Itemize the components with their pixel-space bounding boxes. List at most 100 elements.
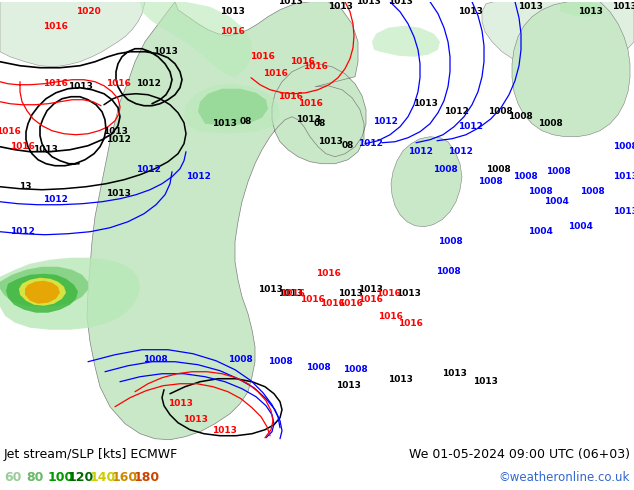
Text: 1013: 1013 [257, 285, 282, 294]
Text: 1008: 1008 [513, 172, 538, 181]
Text: 1008: 1008 [508, 112, 533, 121]
Text: 1012: 1012 [42, 195, 67, 204]
Polygon shape [140, 2, 252, 78]
Text: 1013: 1013 [358, 285, 382, 294]
Text: 1016: 1016 [106, 79, 131, 88]
Text: 140: 140 [90, 471, 116, 484]
Text: 1004: 1004 [543, 197, 569, 206]
Text: 1004: 1004 [567, 222, 592, 231]
Text: 1013: 1013 [356, 0, 380, 6]
Text: 120: 120 [68, 471, 94, 484]
Polygon shape [372, 25, 440, 57]
Text: 1008: 1008 [342, 365, 367, 374]
Text: 1016: 1016 [290, 57, 314, 66]
Text: 1013: 1013 [212, 426, 236, 435]
Text: 1016: 1016 [375, 289, 401, 298]
Text: 1016: 1016 [0, 127, 20, 136]
Text: 1013: 1013 [278, 0, 302, 6]
Polygon shape [19, 278, 66, 306]
Text: We 01-05-2024 09:00 UTC (06+03): We 01-05-2024 09:00 UTC (06+03) [409, 447, 630, 461]
Text: 160: 160 [112, 471, 138, 484]
Text: 1013: 1013 [517, 2, 543, 11]
Text: 1016: 1016 [42, 22, 67, 31]
Text: 1016: 1016 [358, 295, 382, 304]
Text: 1013: 1013 [278, 289, 302, 298]
Polygon shape [512, 2, 630, 137]
Text: 1013: 1013 [612, 172, 634, 181]
Text: 1016: 1016 [250, 52, 275, 61]
Text: 1008: 1008 [579, 187, 604, 196]
Text: 1008: 1008 [436, 267, 460, 276]
Text: 08: 08 [314, 119, 326, 128]
Text: 1013: 1013 [612, 2, 634, 11]
Polygon shape [0, 2, 145, 67]
Polygon shape [6, 274, 78, 313]
Text: 1016: 1016 [262, 69, 287, 78]
Text: 1013: 1013 [219, 7, 245, 16]
Text: 1013: 1013 [458, 7, 482, 16]
Text: 1012: 1012 [373, 117, 398, 126]
Text: 1013: 1013 [413, 99, 437, 108]
Text: 1013: 1013 [153, 47, 178, 56]
Text: 1013: 1013 [32, 145, 58, 154]
Text: 100: 100 [48, 471, 74, 484]
Text: 180: 180 [134, 471, 160, 484]
Text: 1012: 1012 [136, 165, 160, 174]
Text: 1012: 1012 [186, 172, 210, 181]
Text: 1013: 1013 [167, 399, 193, 408]
Text: 1008: 1008 [228, 355, 252, 364]
Text: 1013: 1013 [396, 289, 420, 298]
Text: 1012: 1012 [408, 147, 432, 156]
Text: 1013: 1013 [472, 377, 498, 386]
Polygon shape [482, 2, 634, 72]
Text: 1013: 1013 [68, 82, 93, 91]
Text: 1013: 1013 [106, 189, 131, 198]
Text: 1016: 1016 [280, 289, 304, 298]
Text: 1012: 1012 [136, 79, 160, 88]
Text: 1004: 1004 [527, 227, 552, 236]
Text: 1008: 1008 [546, 167, 571, 176]
Text: 1012: 1012 [448, 147, 472, 156]
Text: 1012: 1012 [10, 227, 34, 236]
Text: 1013: 1013 [612, 207, 634, 216]
Polygon shape [0, 267, 88, 307]
Text: 1020: 1020 [75, 7, 100, 16]
Text: 1013: 1013 [318, 137, 342, 146]
Text: 1013: 1013 [183, 415, 207, 424]
Text: 1008: 1008 [143, 355, 167, 364]
Text: 1008: 1008 [538, 119, 562, 128]
Text: 1016: 1016 [219, 27, 245, 36]
Text: Jet stream/SLP [kts] ECMWF: Jet stream/SLP [kts] ECMWF [4, 447, 178, 461]
Text: 1008: 1008 [306, 363, 330, 372]
Polygon shape [198, 89, 268, 126]
Text: 1016: 1016 [378, 312, 403, 321]
Text: 1008: 1008 [432, 165, 457, 174]
Text: 1012: 1012 [106, 135, 131, 144]
Text: 1013: 1013 [103, 127, 127, 136]
Text: 1012: 1012 [458, 122, 482, 131]
Polygon shape [391, 137, 462, 227]
Text: 1013: 1013 [337, 289, 363, 298]
Text: 1016: 1016 [10, 142, 34, 151]
Text: 13: 13 [19, 182, 31, 191]
Text: 1016: 1016 [299, 295, 325, 304]
Text: 1013: 1013 [387, 0, 413, 6]
Text: 80: 80 [26, 471, 43, 484]
Text: 1013: 1013 [335, 381, 361, 390]
Text: 1016: 1016 [302, 62, 327, 71]
Text: 1016: 1016 [320, 299, 344, 308]
Text: 1013: 1013 [212, 119, 236, 128]
Text: ©weatheronline.co.uk: ©weatheronline.co.uk [498, 471, 630, 484]
Text: 1013: 1013 [387, 375, 413, 384]
Text: 08: 08 [342, 141, 354, 150]
Text: 1016: 1016 [316, 269, 340, 278]
Polygon shape [0, 258, 140, 330]
Text: 1008: 1008 [612, 142, 634, 151]
Text: 1016: 1016 [297, 99, 323, 108]
Text: 1012: 1012 [358, 139, 382, 148]
Text: 1013: 1013 [328, 2, 353, 11]
Text: 1008: 1008 [527, 187, 552, 196]
Text: 08: 08 [240, 117, 252, 126]
Polygon shape [560, 2, 604, 17]
Text: 1013: 1013 [441, 369, 467, 378]
